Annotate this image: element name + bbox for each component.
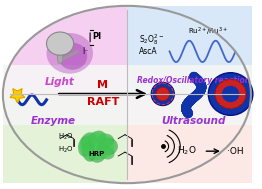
Ellipse shape: [222, 86, 239, 102]
Ellipse shape: [96, 144, 114, 160]
Ellipse shape: [46, 33, 93, 74]
Ellipse shape: [208, 73, 253, 115]
Ellipse shape: [88, 145, 106, 163]
Ellipse shape: [3, 6, 251, 183]
Ellipse shape: [215, 80, 246, 108]
Polygon shape: [3, 65, 252, 125]
Text: HRP: HRP: [89, 151, 105, 157]
Ellipse shape: [156, 87, 170, 101]
Text: Ultrasound: Ultrasound: [162, 116, 226, 126]
Ellipse shape: [81, 132, 97, 149]
Polygon shape: [127, 6, 252, 183]
Text: $\mathregular{H_2O}$: $\mathregular{H_2O}$: [177, 145, 197, 157]
Text: Enzyme: Enzyme: [31, 116, 76, 126]
Ellipse shape: [96, 133, 114, 148]
Ellipse shape: [81, 142, 96, 162]
Text: $\mathregular{S_2O_8^{2-}}$: $\mathregular{S_2O_8^{2-}}$: [139, 32, 164, 47]
Ellipse shape: [151, 82, 174, 106]
Text: $\mathregular{Ru^{2+}/Ru^{3+}}$: $\mathregular{Ru^{2+}/Ru^{3+}}$: [188, 26, 228, 38]
Text: M: M: [97, 80, 108, 90]
Ellipse shape: [46, 32, 74, 55]
Text: I⁻: I⁻: [82, 47, 88, 56]
Ellipse shape: [58, 43, 87, 70]
Text: ·OH: ·OH: [227, 147, 244, 156]
Text: Redox/Oscillatory reaction: Redox/Oscillatory reaction: [137, 76, 250, 85]
Text: PI: PI: [92, 32, 101, 41]
Ellipse shape: [3, 6, 251, 183]
Text: $\mathregular{H_2O}$: $\mathregular{H_2O}$: [58, 145, 74, 155]
Text: $\mathregular{H_2O}$: $\mathregular{H_2O}$: [58, 132, 74, 142]
Ellipse shape: [88, 131, 106, 146]
Ellipse shape: [79, 133, 114, 160]
Ellipse shape: [78, 136, 92, 156]
Polygon shape: [127, 94, 252, 183]
Polygon shape: [10, 89, 25, 103]
Text: AscA: AscA: [139, 47, 157, 56]
Ellipse shape: [99, 138, 118, 155]
Polygon shape: [3, 94, 127, 183]
Text: RAFT: RAFT: [86, 97, 119, 107]
Polygon shape: [57, 55, 63, 63]
Text: Light: Light: [45, 77, 75, 87]
